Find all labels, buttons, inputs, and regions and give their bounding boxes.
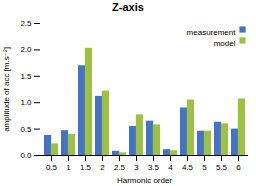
- svg-text:5: 5: [202, 163, 207, 172]
- svg-text:2.5: 2.5: [20, 19, 32, 28]
- svg-text:2: 2: [100, 163, 105, 172]
- svg-text:4: 4: [168, 163, 173, 172]
- svg-text:1.5: 1.5: [80, 163, 92, 172]
- html-text:Z-axis: Z-axis: [112, 1, 144, 13]
- svg-text:amplitude of acc [m.s⁻²]: amplitude of acc [m.s⁻²]: [2, 47, 11, 132]
- svg-text:1.0: 1.0: [20, 98, 32, 107]
- svg-text:6: 6: [236, 163, 241, 172]
- svg-text:2.0: 2.0: [20, 45, 32, 54]
- svg-text:3.5: 3.5: [148, 163, 160, 172]
- svg-text:2.5: 2.5: [114, 163, 126, 172]
- svg-text:model: model: [214, 39, 236, 48]
- svg-text:0.5: 0.5: [46, 163, 58, 172]
- svg-text:4.5: 4.5: [182, 163, 194, 172]
- svg-text:0.5: 0.5: [20, 125, 32, 134]
- svg-text:1.5: 1.5: [20, 72, 32, 81]
- svg-text:0.0: 0.0: [20, 151, 32, 160]
- svg-text:Harmonic order: Harmonic order: [117, 176, 172, 185]
- svg-text:measurement: measurement: [187, 28, 237, 37]
- svg-text:1: 1: [66, 163, 71, 172]
- svg-text:3: 3: [134, 163, 139, 172]
- svg-text:5.5: 5.5: [216, 163, 228, 172]
